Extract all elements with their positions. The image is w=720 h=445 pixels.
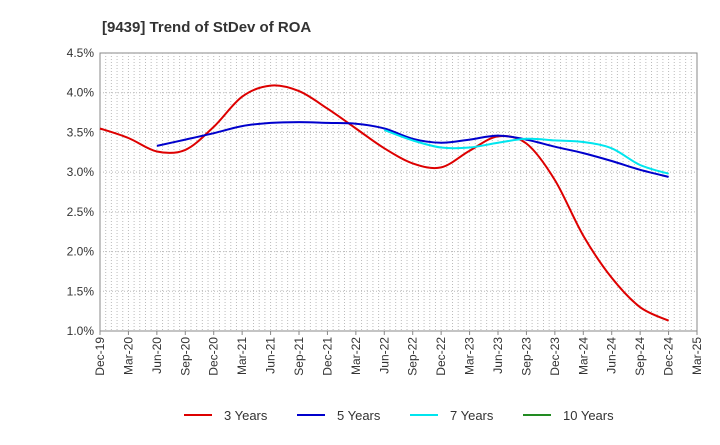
series-line-5-years: [156, 121, 669, 178]
y-tick-label: 3.5%: [67, 125, 95, 139]
x-tick-label: Jun-24: [605, 337, 619, 374]
chart-title: [9439] Trend of StDev of ROA: [102, 19, 311, 36]
x-tick-label: Mar-25: [690, 337, 704, 375]
x-tick-label: Dec-19: [93, 337, 107, 376]
x-tick-label: Sep-24: [633, 337, 647, 376]
legend-label-7-years: 7 Years: [450, 408, 494, 423]
x-tick-label: Mar-20: [121, 337, 135, 375]
y-axis-tick-labels: 4.5% 4.0% 3.5% 3.0% 2.5% 2.0% 1.5% 1.0%: [67, 46, 95, 338]
x-axis-tick-labels: Dec-19 Mar-20 Jun-20 Sep-20 Dec-20 Mar-21 Jun-…: [93, 331, 704, 376]
x-tick-label: Dec-21: [320, 337, 334, 376]
legend-label-10-years: 10 Years: [563, 408, 614, 423]
x-tick-label: Sep-22: [406, 337, 420, 376]
plot-area: [99, 52, 698, 332]
x-tick-label: Mar-24: [576, 337, 590, 375]
y-tick-label: 4.5%: [67, 46, 95, 60]
horizontal-gridlines: [100, 92, 697, 292]
x-tick-label: Mar-22: [349, 337, 363, 375]
legend: 3 Years 5 Years 7 Years 10 Years: [184, 408, 614, 423]
x-tick-label: Mar-21: [235, 337, 249, 375]
y-tick-label: 1.0%: [67, 324, 95, 338]
x-tick-label: Sep-20: [178, 337, 192, 376]
x-tick-label: Jun-23: [491, 337, 505, 374]
x-tick-label: Dec-23: [548, 337, 562, 376]
x-tick-label: Jun-21: [264, 337, 278, 374]
y-tick-label: 4.0%: [67, 86, 95, 100]
x-tick-label: Sep-23: [519, 337, 533, 376]
series-line-3-years: [99, 84, 670, 322]
vertical-gridlines: [105, 53, 692, 331]
y-tick-label: 2.0%: [67, 245, 95, 259]
x-tick-label: Dec-24: [662, 337, 676, 376]
x-tick-label: Jun-20: [150, 337, 164, 374]
x-tick-label: Sep-21: [292, 337, 306, 376]
x-tick-label: Dec-22: [434, 337, 448, 376]
y-tick-label: 3.0%: [67, 165, 95, 179]
y-tick-label: 2.5%: [67, 205, 95, 219]
legend-label-3-years: 3 Years: [224, 408, 268, 423]
series-line-7-years: [383, 129, 669, 175]
legend-label-5-years: 5 Years: [337, 408, 381, 423]
x-tick-label: Jun-22: [377, 337, 391, 374]
y-tick-label: 1.5%: [67, 284, 95, 298]
x-tick-label: Dec-20: [207, 337, 221, 376]
series-lines: [99, 84, 670, 322]
x-tick-label: Mar-23: [463, 337, 477, 375]
